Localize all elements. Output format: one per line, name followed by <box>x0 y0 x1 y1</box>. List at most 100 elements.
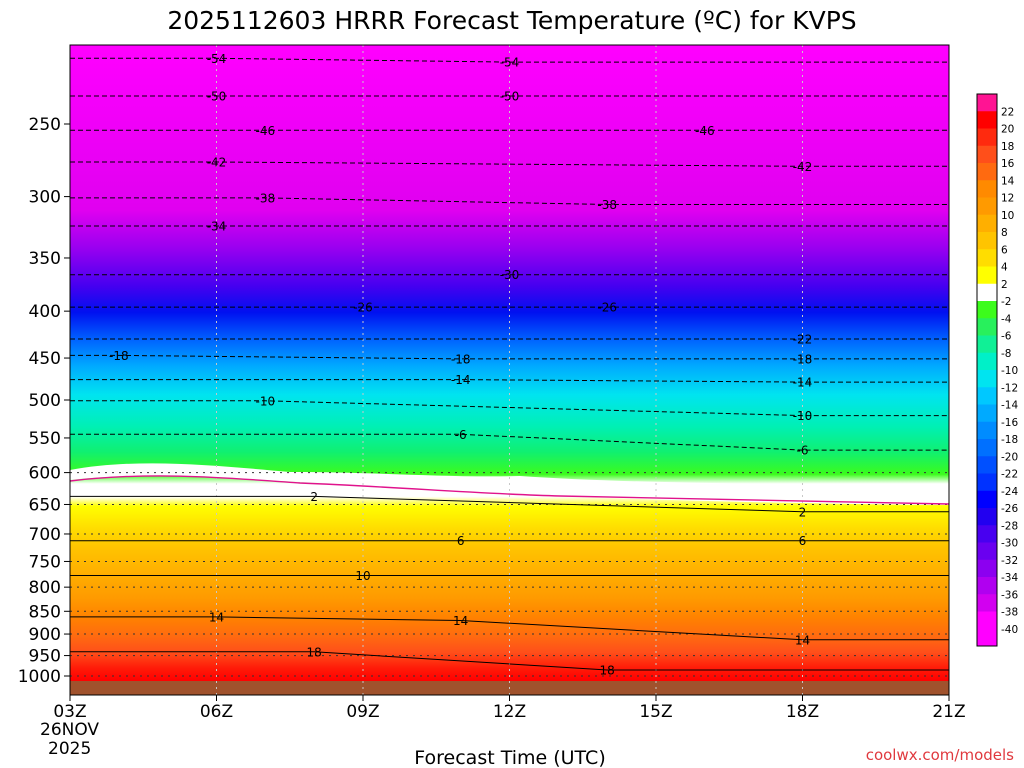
y-tick-label: 450 <box>29 349 61 369</box>
date-line-1: 26NOV <box>40 720 99 740</box>
colorbar-label: -22 <box>1001 469 1018 481</box>
isotherm-label: 6 <box>457 534 465 548</box>
isotherm-label: 14 <box>795 633 810 647</box>
isotherm-label: -42 <box>793 160 813 174</box>
y-tick-label: 700 <box>29 525 61 545</box>
isotherm-line <box>70 57 949 63</box>
colorbar-label: -24 <box>1001 486 1018 498</box>
isotherm-label: -18 <box>109 349 129 363</box>
colorbar-swatch <box>977 490 997 509</box>
colorbar-swatch <box>977 283 997 302</box>
colorbar-label: -32 <box>1001 555 1018 567</box>
gridlines <box>70 45 949 695</box>
colorbar-label: -34 <box>1001 572 1018 584</box>
isotherm-label: -26 <box>597 301 617 315</box>
colorbar-label: 18 <box>1001 141 1014 153</box>
isotherm-label: -18 <box>793 352 813 366</box>
colorbar-swatch <box>977 387 997 405</box>
isotherm-label: -54 <box>207 52 227 66</box>
colorbar-label: 2 <box>1001 279 1008 291</box>
isotherm-label: 18 <box>600 663 615 677</box>
colorbar-label: -10 <box>1001 365 1018 377</box>
colorbar-swatch <box>977 180 997 198</box>
colorbar-swatch <box>977 335 997 354</box>
isotherm-label: -30 <box>500 268 520 282</box>
colorbar-swatch <box>977 525 997 543</box>
colorbar-label: -12 <box>1001 382 1018 394</box>
colorbar-swatch <box>977 370 997 388</box>
colorbar-swatch <box>977 318 997 336</box>
colorbar-label: -40 <box>1001 624 1018 636</box>
isotherm-label: -6 <box>797 444 809 458</box>
colorbar-label: 20 <box>1001 124 1014 136</box>
x-tick-label: 12Z <box>493 702 526 722</box>
isotherm-line <box>70 161 949 167</box>
isotherm-label: 18 <box>307 645 322 659</box>
x-tick-label: 03Z <box>53 702 86 722</box>
colorbar-swatch <box>977 266 997 285</box>
plot-area: -54 -54 -50 -50 -46 -46 -42 -42 -38 -38 -34 -30 -26 -… <box>70 45 949 695</box>
y-tick-label: 500 <box>29 391 61 411</box>
source-watermark: coolwx.com/models <box>866 746 1014 764</box>
colorbar-label: 22 <box>1001 106 1014 118</box>
colorbar-label: 10 <box>1001 210 1014 222</box>
colorbar-swatch <box>977 111 997 129</box>
colorbar-swatch <box>977 439 997 457</box>
y-tick-label: 300 <box>29 188 61 208</box>
isotherm-line <box>70 354 949 360</box>
x-axis-label: Forecast Time (UTC) <box>414 747 605 768</box>
colorbar-label: 4 <box>1001 262 1008 274</box>
colorbar-swatch <box>977 611 997 630</box>
colorbar-swatch <box>977 145 997 164</box>
colorbar-label: -2 <box>1001 296 1011 308</box>
isotherm-label: -54 <box>500 56 520 70</box>
colorbar-label: 12 <box>1001 193 1014 205</box>
isotherm-label: -50 <box>500 89 520 103</box>
isotherm-label: -38 <box>256 191 276 205</box>
colorbar-swatch <box>977 301 997 319</box>
isotherm-line <box>70 379 949 383</box>
isotherm-line <box>70 495 949 513</box>
colorbar-swatch <box>977 473 997 492</box>
x-tick-label: 15Z <box>639 702 672 722</box>
y-tick-label: 600 <box>29 464 61 484</box>
isotherm-label: -34 <box>207 220 227 234</box>
isotherm-line <box>70 197 949 205</box>
colorbar-swatch <box>977 542 997 561</box>
colorbar-swatch <box>977 249 997 267</box>
time-axis: 03Z 06Z 09Z 12Z 15Z 18Z 21Z <box>53 695 966 722</box>
x-tick-label: 18Z <box>786 702 819 722</box>
colorbar-label: -18 <box>1001 434 1018 446</box>
colorbar-swatch <box>977 628 997 647</box>
y-tick-label: 750 <box>29 552 61 572</box>
colorbar-swatch <box>977 94 997 112</box>
isotherm-line <box>70 651 949 671</box>
y-tick-label: 400 <box>29 302 61 322</box>
colorbar-swatch <box>977 577 997 595</box>
colorbar-swatch <box>977 456 997 474</box>
pressure-axis: 250 300 350 400 450 500 550 600 650 700 750 800 850 9… <box>18 115 70 687</box>
y-tick-label: 550 <box>29 429 61 449</box>
isotherm-label: -46 <box>256 124 276 138</box>
isotherm-label: 2 <box>310 490 318 504</box>
colorbar-swatch <box>977 128 997 147</box>
y-tick-label: 950 <box>29 647 61 667</box>
y-tick-label: 1000 <box>18 667 61 687</box>
colorbar-label: -8 <box>1001 348 1011 360</box>
isotherm-label: -10 <box>793 409 813 423</box>
isotherm-label: -6 <box>455 428 467 442</box>
colorbar-swatch <box>977 163 997 181</box>
isotherm-label: -26 <box>353 301 373 315</box>
colorbar-swatch <box>977 594 997 612</box>
isotherm-lines <box>70 57 949 671</box>
isotherm-line <box>70 400 949 417</box>
colorbar-label: -20 <box>1001 451 1018 463</box>
y-tick-label: 850 <box>29 602 61 622</box>
chart-title: 2025112603 HRRR Forecast Temperature (ºC… <box>167 6 856 35</box>
isotherm-label: -18 <box>451 352 471 366</box>
colorbar-swatch <box>977 197 997 216</box>
y-tick-label: 650 <box>29 495 61 515</box>
isotherm-label: 6 <box>799 534 807 548</box>
colorbar-label: 16 <box>1001 158 1015 170</box>
colorbar-label: -30 <box>1001 538 1018 550</box>
